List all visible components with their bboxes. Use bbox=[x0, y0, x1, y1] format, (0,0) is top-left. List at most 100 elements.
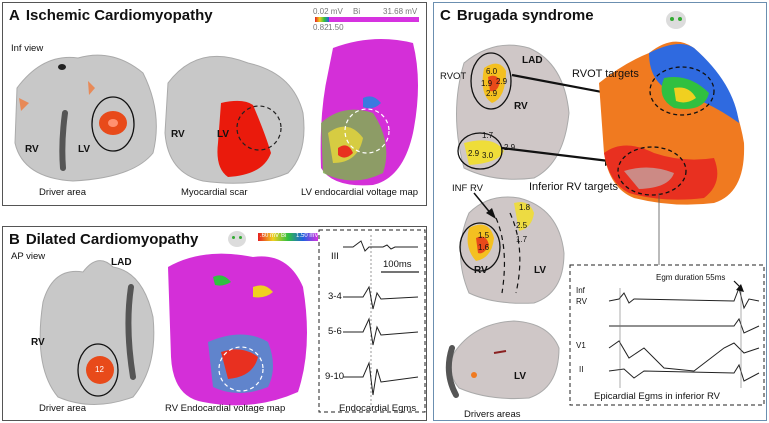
spot-orange-left bbox=[19, 98, 29, 111]
rv-label-c-top: RV bbox=[514, 101, 528, 112]
mid-rv-circle bbox=[459, 222, 501, 272]
lv-label-c-mid: LV bbox=[534, 265, 547, 276]
scale-sub2-label: 1.50 bbox=[328, 23, 344, 32]
heart-bottom-view bbox=[450, 320, 560, 400]
scale-b-mode: Bi bbox=[281, 233, 287, 239]
lv-label-a1: LV bbox=[78, 144, 91, 155]
voltage-color-scale-b bbox=[258, 233, 318, 241]
ii-lead-label: II bbox=[579, 365, 584, 374]
panel-c-graphics bbox=[445, 41, 765, 406]
egm-lead-9-10: 9-10 bbox=[325, 371, 345, 382]
orientation-face-icon-c bbox=[666, 11, 686, 29]
mid-value-2: 2.5 bbox=[516, 221, 528, 230]
rvot-value-4: 2.9 bbox=[486, 89, 498, 98]
lad-label-b: LAD bbox=[111, 257, 132, 268]
panel-b-graphics bbox=[39, 229, 426, 413]
caption-driver-area-a: Driver area bbox=[39, 187, 86, 198]
panel-brugada-syndrome: C Brugada syndrome bbox=[433, 2, 767, 421]
scale-sub1-label: 0.82 bbox=[313, 23, 329, 32]
scale-b-min: .60 mV bbox=[260, 233, 280, 239]
inf-rv-spot bbox=[464, 140, 504, 165]
orientation-face-icon bbox=[228, 231, 246, 247]
inf-lead-label: Inf bbox=[576, 286, 585, 295]
driver-circle-b bbox=[77, 343, 119, 397]
panel-a-letter: A bbox=[9, 7, 20, 24]
egm-duration-label: Egm duration 55ms bbox=[656, 273, 726, 282]
heart-inf-view bbox=[14, 54, 157, 182]
inf-rv-label: INF RV bbox=[452, 183, 483, 194]
lv-label-c-bottom: LV bbox=[514, 371, 527, 382]
panel-a-title: A Ischemic Cardiomyopathy bbox=[9, 7, 213, 24]
scale-min-label: 0.02 mV bbox=[313, 7, 343, 16]
rv-lead-label: RV bbox=[576, 297, 587, 306]
panel-b-view-label: AP view bbox=[11, 251, 46, 262]
egm-lead-iii: III bbox=[331, 251, 339, 262]
rv-label-b: RV bbox=[31, 337, 45, 348]
panel-a-view-label: Inf view bbox=[11, 43, 44, 54]
voltage-dashed-circle-b bbox=[218, 346, 264, 392]
rv-label-a1: RV bbox=[25, 144, 39, 155]
mid-value-4: 1.7 bbox=[516, 235, 528, 244]
lad-catheter bbox=[125, 284, 136, 380]
rvot-targets-circle bbox=[649, 66, 715, 116]
panel-c-title: C Brugada syndrome bbox=[440, 7, 594, 24]
driver-circle bbox=[91, 96, 135, 152]
v1-lead-label: V1 bbox=[576, 341, 586, 350]
egm-lead-5-6: 5-6 bbox=[328, 326, 342, 337]
caption-rv-voltage-map: RV Endocardial voltage map bbox=[165, 403, 286, 414]
spot-orange bbox=[88, 81, 95, 95]
inf-rv-circle bbox=[457, 132, 503, 170]
lv-label-a2: LV bbox=[217, 129, 230, 140]
rv-label-a2: RV bbox=[171, 129, 185, 140]
caption-lv-voltage-map: LV endocardial voltage map bbox=[301, 187, 419, 198]
caption-myocardial-scar: Myocardial scar bbox=[181, 187, 248, 198]
rvot-circle bbox=[470, 52, 512, 110]
inferior-targets-label: Inferior RV targets bbox=[529, 181, 619, 193]
scale-max-label: 31.68 mV bbox=[383, 7, 418, 16]
rvot-label: RVOT bbox=[440, 71, 467, 82]
inferior-targets-circle bbox=[617, 146, 687, 196]
mid-value-3: 1.5 bbox=[478, 231, 490, 240]
panel-c-letter: C bbox=[440, 7, 451, 24]
catheter-shape bbox=[59, 110, 68, 171]
panel-ischemic-cardiomyopathy: A Ischemic Cardiomyopathy Inf view 0.02 m… bbox=[2, 2, 427, 206]
driver-spot-core bbox=[108, 119, 118, 127]
rvot-value-1: 6.0 bbox=[486, 67, 498, 76]
egm-lead-3-4: 3-4 bbox=[328, 291, 342, 302]
caption-driver-area-b: Driver area bbox=[39, 403, 86, 414]
rvot-value-2: 2.9 bbox=[496, 77, 508, 86]
egm-trace-5-6 bbox=[343, 317, 419, 346]
egm-trace-9-10 bbox=[343, 361, 419, 396]
panel-a-title-text: Ischemic Cardiomyopathy bbox=[25, 7, 213, 24]
voltage-dashed-circle bbox=[344, 108, 390, 154]
scale-b-max: 1.50 mV bbox=[296, 233, 319, 239]
egm-trace-v1 bbox=[608, 340, 760, 372]
inf-value-1: 1.7 bbox=[482, 131, 494, 140]
caption-drivers-areas: Drivers areas bbox=[464, 409, 521, 420]
panel-b-title: B Dilated Cardiomyopathy bbox=[9, 231, 198, 248]
egm-scale-label: 100ms bbox=[383, 259, 412, 270]
rvot-targets-label: RVOT targets bbox=[572, 68, 639, 80]
scale-mode-label: Bi bbox=[353, 7, 361, 16]
scar-dashed-circle bbox=[236, 105, 282, 151]
egm-trace-iii bbox=[343, 240, 418, 252]
driver-spot-value-b: 12 bbox=[95, 365, 104, 374]
driver-spot-b bbox=[86, 356, 114, 384]
inf-value-2: 2.9 bbox=[468, 149, 480, 158]
rv-label-c-mid: RV bbox=[474, 265, 488, 276]
mid-value-5: 1.6 bbox=[478, 243, 490, 252]
egm-trace-ii bbox=[608, 363, 760, 382]
panel-b-title-text: Dilated Cardiomyopathy bbox=[25, 231, 199, 248]
voltage-color-scale bbox=[315, 17, 419, 22]
heart-ap-view bbox=[39, 260, 155, 405]
egm-box bbox=[318, 229, 426, 413]
egm-trace-3-4 bbox=[343, 285, 419, 310]
panel-c-title-text: Brugada syndrome bbox=[456, 7, 594, 24]
dashed-boundary-2 bbox=[509, 212, 521, 294]
heart-marker-dot bbox=[58, 64, 66, 70]
arrow-inferior-targets bbox=[501, 146, 610, 163]
inf-value-3: 3.0 bbox=[482, 151, 494, 160]
rvot-value-3: 1.9 bbox=[481, 79, 493, 88]
inf-value-4: 2.9 bbox=[504, 143, 516, 152]
egm-trace-inf-rv bbox=[608, 286, 760, 310]
